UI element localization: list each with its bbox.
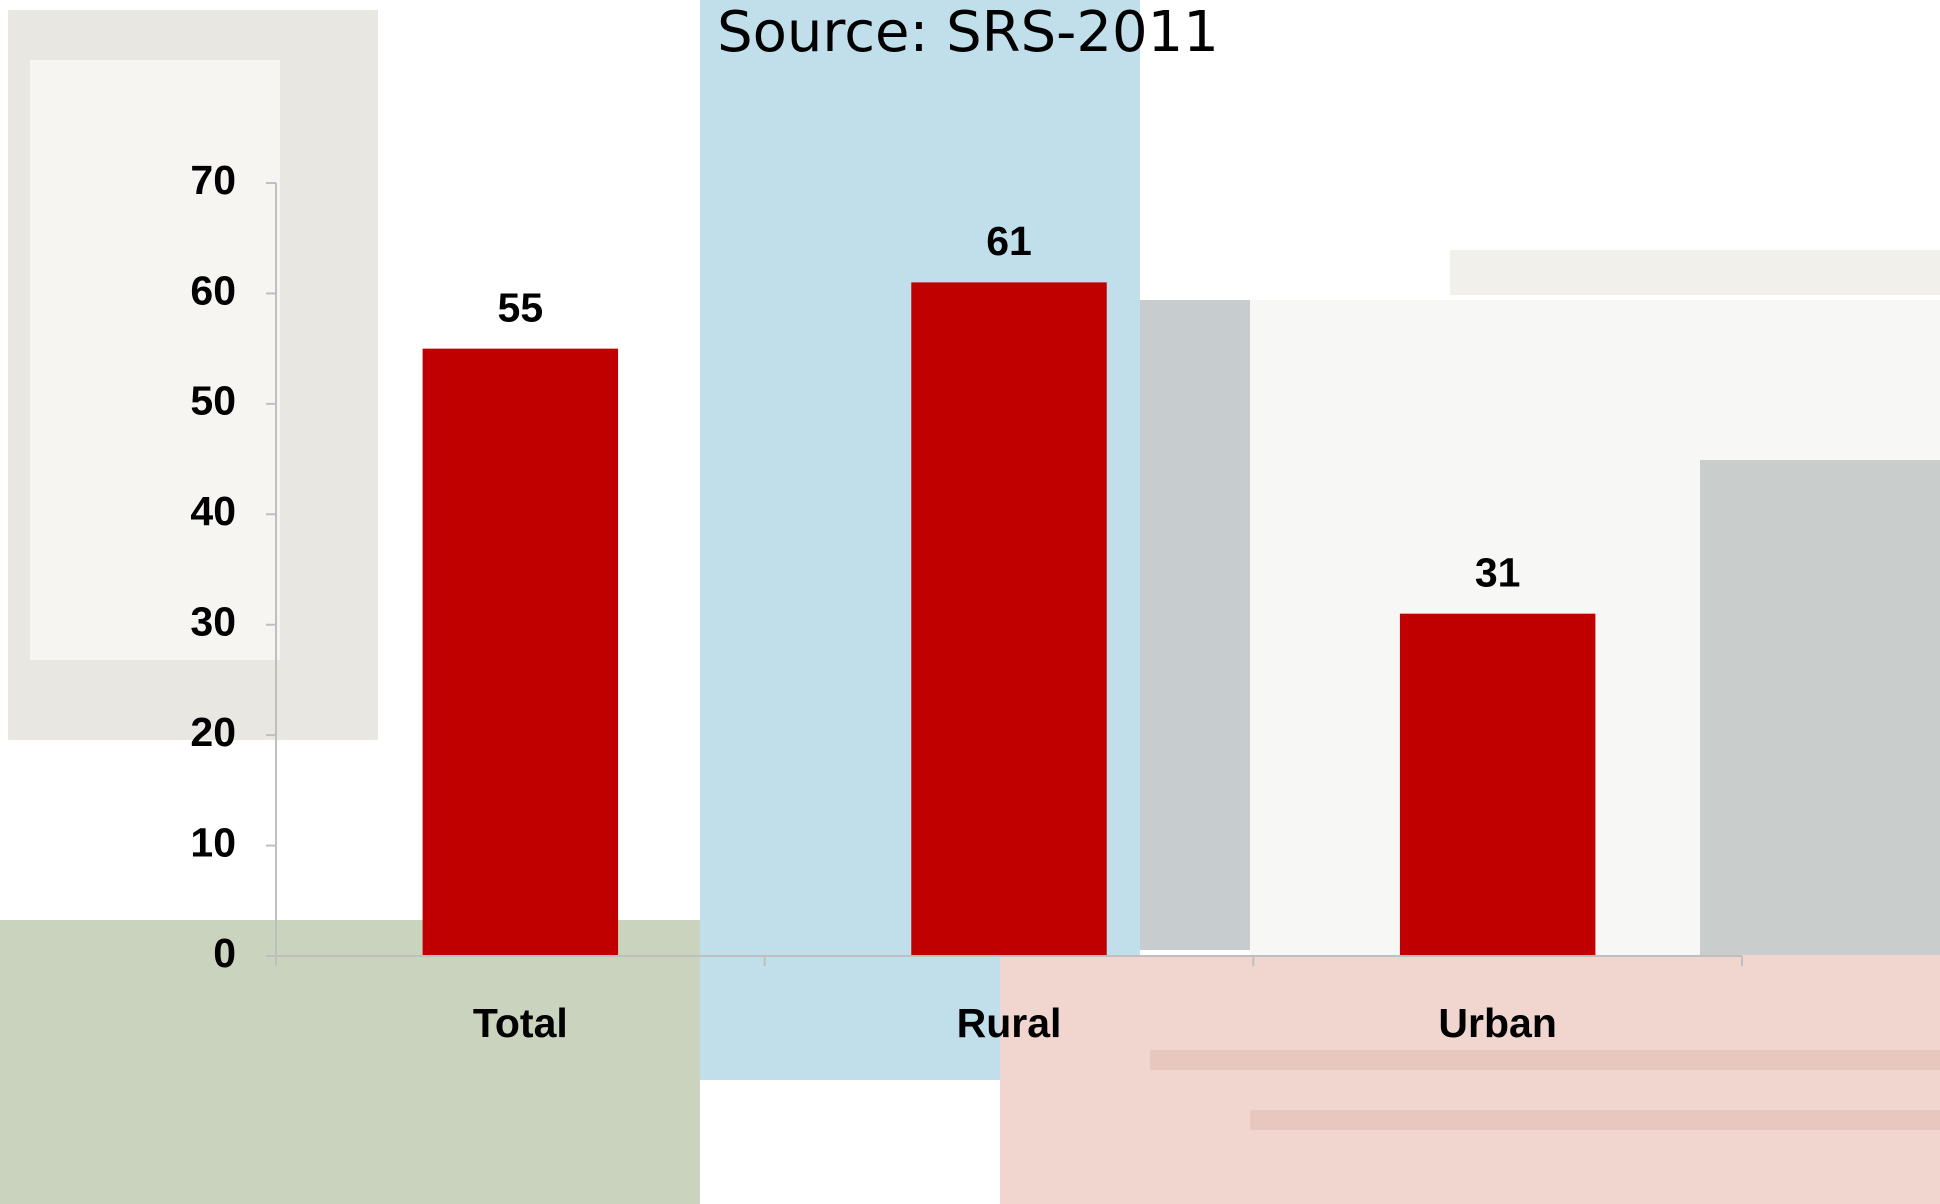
bar bbox=[911, 282, 1107, 956]
y-tick-label: 30 bbox=[190, 599, 236, 645]
y-tick-label: 10 bbox=[190, 819, 236, 865]
x-tick-label: Total bbox=[473, 1000, 568, 1046]
chart-title: Source: SRS-2011 bbox=[717, 0, 1219, 65]
y-tick-label: 60 bbox=[190, 267, 236, 313]
y-tick-label: 0 bbox=[213, 930, 236, 976]
bar bbox=[1399, 613, 1596, 956]
y-tick-label: 20 bbox=[190, 709, 236, 755]
y-tick-label: 70 bbox=[190, 157, 236, 203]
x-tick-label: Urban bbox=[1438, 1000, 1556, 1046]
value-label: 55 bbox=[498, 284, 544, 330]
x-tick-label: Rural bbox=[957, 1000, 1062, 1046]
value-label: 31 bbox=[1475, 549, 1521, 595]
y-tick-label: 50 bbox=[190, 378, 236, 424]
bar bbox=[422, 348, 619, 957]
value-label: 61 bbox=[986, 218, 1032, 264]
y-tick-label: 40 bbox=[190, 488, 236, 534]
